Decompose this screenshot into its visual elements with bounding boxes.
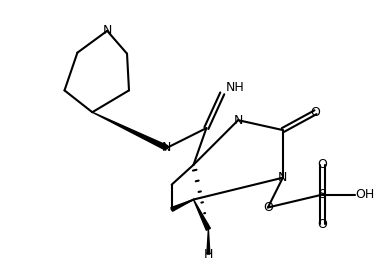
Text: N: N xyxy=(234,114,243,127)
Text: O: O xyxy=(263,201,273,214)
Polygon shape xyxy=(171,200,194,211)
Text: O: O xyxy=(311,106,321,119)
Text: N: N xyxy=(278,171,288,184)
Text: N: N xyxy=(102,24,112,37)
Text: H: H xyxy=(204,248,213,261)
Text: N: N xyxy=(162,141,171,155)
Polygon shape xyxy=(92,112,168,150)
Text: OH: OH xyxy=(355,188,375,201)
Polygon shape xyxy=(207,229,210,254)
Polygon shape xyxy=(194,200,211,230)
Text: S: S xyxy=(319,188,327,201)
Text: O: O xyxy=(318,158,327,171)
Text: NH: NH xyxy=(226,81,245,94)
Text: O: O xyxy=(318,218,327,231)
